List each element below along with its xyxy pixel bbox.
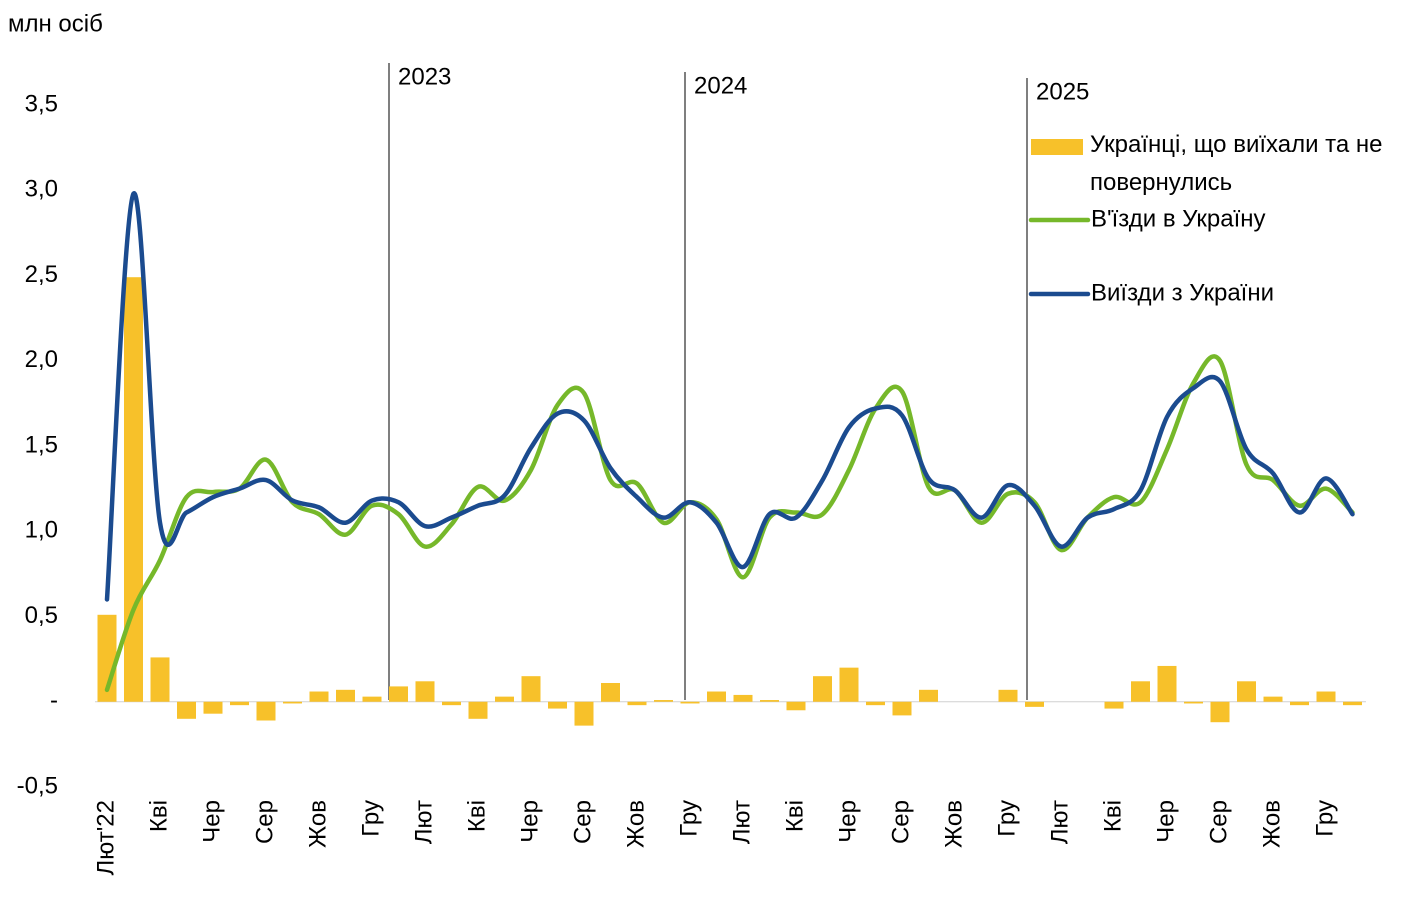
legend-label: Українці, що виїхали та не повернулись — [1090, 131, 1383, 196]
bar — [177, 701, 196, 719]
y-tick-label: -0,5 — [17, 772, 58, 799]
legend-swatch — [1031, 139, 1083, 155]
year-label: 2025 — [1036, 78, 1089, 105]
bar — [813, 676, 832, 702]
y-tick-label: 1,0 — [25, 517, 58, 544]
bar — [839, 667, 859, 702]
x-tick-label: Жов — [1258, 800, 1285, 848]
bar — [760, 700, 779, 702]
bar — [786, 701, 806, 711]
x-tick-label: Жов — [940, 800, 967, 848]
bar — [680, 701, 700, 704]
x-tick-label: Чер — [198, 800, 225, 843]
bar — [283, 701, 302, 704]
legend-label: Виїзди з України — [1091, 279, 1274, 306]
x-tick-label: Кві — [463, 800, 490, 832]
bar — [733, 694, 753, 702]
y-axis-label: млн осіб — [8, 10, 103, 37]
bar — [230, 701, 249, 706]
x-tick-label: Сер — [251, 800, 278, 844]
bar — [1157, 665, 1177, 702]
x-tick-label: Лют'22 — [92, 800, 119, 876]
bar — [627, 701, 647, 706]
bar — [1184, 701, 1203, 704]
bar — [415, 681, 435, 702]
x-tick-label: Чер — [516, 800, 543, 843]
bar — [1237, 681, 1256, 702]
x-tick-label: Гру — [357, 800, 384, 837]
x-tick-label: Лют — [1046, 800, 1073, 844]
x-tick-label: Чер — [834, 800, 861, 843]
line — [104, 191, 1355, 602]
bar — [336, 689, 355, 702]
bar — [256, 701, 276, 721]
bar — [1025, 701, 1044, 707]
bar — [362, 696, 382, 702]
bar — [1290, 701, 1309, 706]
y-tick-label: 1,5 — [25, 431, 58, 458]
bar — [1316, 691, 1336, 702]
y-tick-label: 3,5 — [25, 90, 58, 117]
legend-label: В'їзди в Україну — [1091, 205, 1266, 232]
bar — [1131, 681, 1150, 702]
bar — [654, 700, 673, 702]
year-label: 2023 — [398, 63, 451, 90]
x-tick-label: Жов — [622, 800, 649, 848]
bar — [521, 676, 541, 702]
x-tick-label: Кві — [145, 800, 172, 832]
x-tick-label: Сер — [569, 800, 596, 844]
y-tick-label: 2,0 — [25, 346, 58, 373]
x-tick-label: Гру — [993, 800, 1020, 837]
bar — [866, 701, 885, 706]
x-tick-label: Кві — [781, 800, 808, 832]
bar — [1263, 696, 1283, 702]
bar — [892, 701, 912, 716]
x-tick-label: Сер — [1205, 800, 1232, 844]
bar — [574, 701, 594, 726]
x-tick-label: Гру — [1311, 800, 1338, 837]
bar — [548, 701, 567, 709]
bar — [468, 701, 488, 719]
bar — [1343, 701, 1362, 706]
x-tick-label: Лют — [410, 800, 437, 844]
bar — [998, 689, 1018, 702]
x-tick-label: Сер — [887, 800, 914, 844]
bar — [1210, 701, 1230, 723]
bar — [1104, 701, 1124, 709]
line — [104, 354, 1355, 693]
x-tick-label: Лют — [728, 800, 755, 844]
bar — [707, 691, 726, 702]
bar — [309, 691, 329, 702]
bar — [442, 701, 461, 706]
y-tick-label: 0,5 — [25, 602, 58, 629]
x-tick-label: Жов — [304, 800, 331, 848]
bar — [919, 689, 938, 702]
year-label: 2024 — [694, 72, 747, 99]
y-tick-label: - — [50, 687, 58, 714]
bar — [495, 696, 514, 702]
x-tick-label: Гру — [675, 800, 702, 837]
bar — [389, 686, 408, 702]
x-tick-label: Чер — [1152, 800, 1179, 843]
bar — [150, 657, 170, 702]
x-tick-label: Кві — [1099, 800, 1126, 832]
bar — [601, 682, 620, 702]
bar — [124, 277, 143, 702]
y-tick-label: 3,0 — [25, 176, 58, 203]
y-tick-label: 2,5 — [25, 261, 58, 288]
bar — [203, 701, 223, 714]
